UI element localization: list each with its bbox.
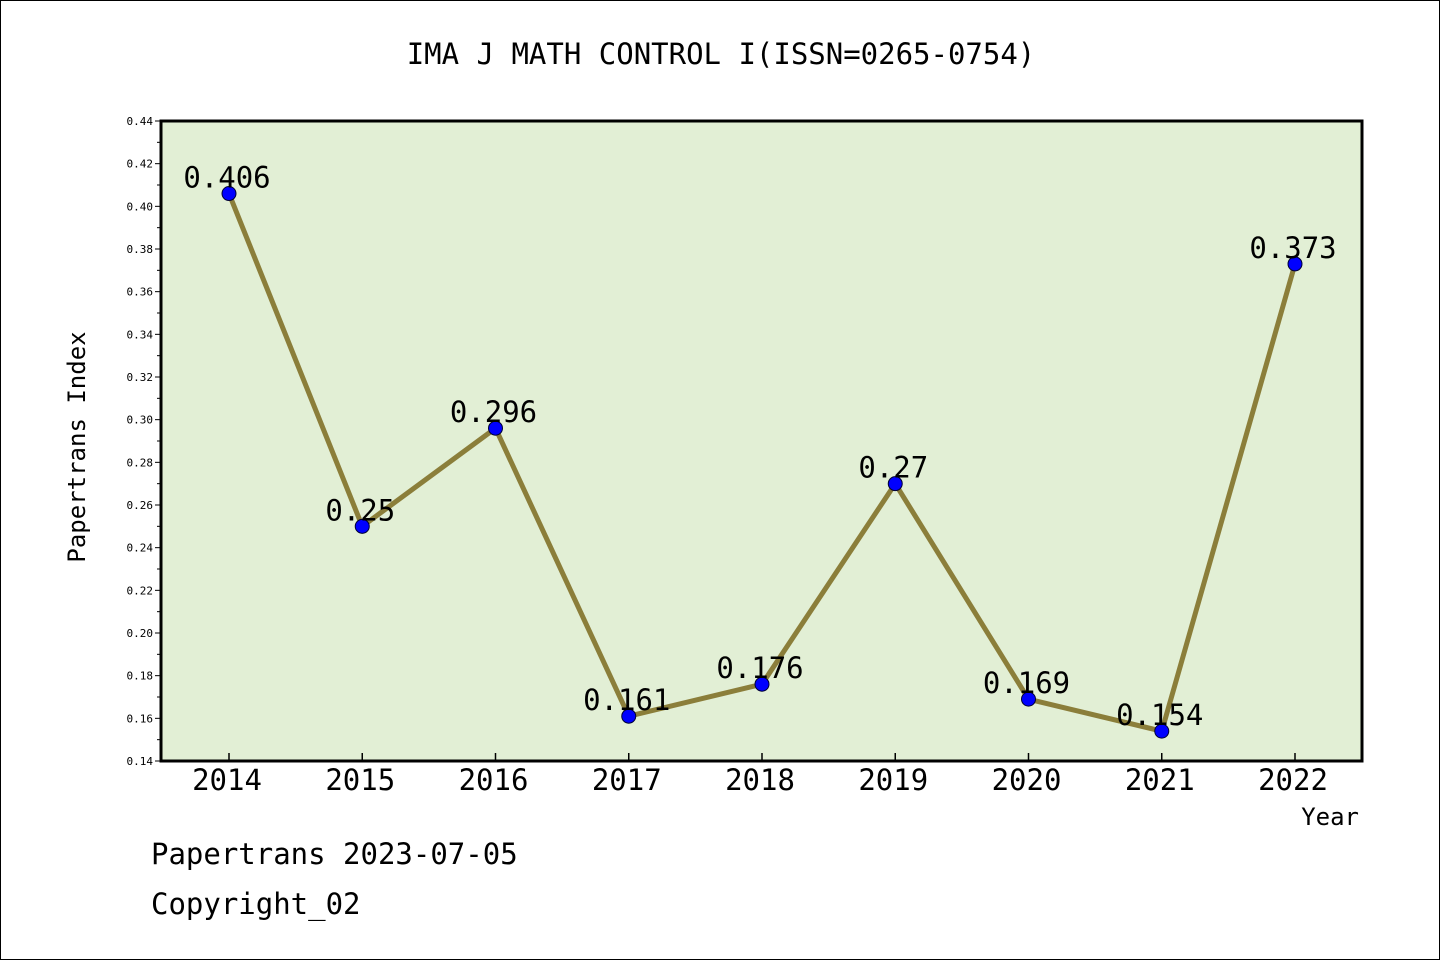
y-tick-label: 0.40: [127, 200, 154, 213]
data-label: 0.296: [450, 395, 537, 429]
data-point: [488, 420, 503, 436]
x-tick-label: 2018: [725, 763, 795, 797]
y-tick-label: 0.42: [127, 158, 154, 171]
data-point: [887, 476, 903, 492]
y-tick-label: 0.38: [127, 243, 154, 256]
x-tick-label: 2016: [459, 763, 529, 797]
data-point: [754, 676, 770, 692]
x-tick-label: 2019: [858, 763, 928, 797]
y-tick-label: 0.34: [127, 328, 154, 341]
data-point: [354, 518, 370, 534]
y-tick-label: 0.44: [127, 115, 154, 128]
data-label: 0.27: [858, 451, 928, 485]
data-label: 0.373: [1249, 231, 1336, 265]
y-tick-label: 0.20: [127, 627, 154, 640]
x-tick-label: 2020: [992, 763, 1062, 797]
y-tick-label: 0.30: [127, 414, 154, 427]
y-tick-label: 0.22: [127, 584, 154, 597]
data-label: 0.154: [1116, 698, 1203, 732]
y-tick-label: 0.16: [127, 712, 154, 725]
x-tick-label: 2015: [325, 763, 395, 797]
data-label: 0.169: [983, 666, 1070, 700]
plot-area: [161, 121, 1362, 761]
data-point: [1021, 691, 1036, 707]
y-tick-label: 0.32: [127, 371, 154, 384]
x-tick-label: 2021: [1125, 763, 1195, 797]
x-axis-label: Year: [1301, 803, 1359, 831]
data-point: [1287, 256, 1303, 272]
data-label: 0.406: [183, 161, 270, 195]
data-label: 0.176: [716, 651, 803, 685]
y-tick-label: 0.14: [127, 755, 154, 768]
x-tick-label: 2014: [192, 763, 262, 797]
y-tick-label: 0.26: [127, 499, 154, 512]
y-tick-label: 0.36: [127, 286, 154, 299]
x-tick-label: 2022: [1258, 763, 1328, 797]
data-label: 0.25: [325, 493, 395, 527]
chart-title: IMA J MATH CONTROL I(ISSN=0265-0754): [406, 37, 1036, 71]
data-label: 0.161: [583, 683, 670, 717]
data-point: [1154, 723, 1170, 739]
y-tick-label: 0.18: [127, 670, 154, 683]
data-point: [621, 708, 637, 724]
y-tick-label: 0.28: [127, 456, 154, 469]
footer-copyright: Copyright_02: [151, 887, 361, 921]
plot-frame: [159, 119, 1364, 763]
y-tick-label: 0.24: [127, 542, 154, 555]
data-point: [221, 186, 237, 202]
x-tick-label: 2017: [592, 763, 662, 797]
footer-date: Papertrans 2023-07-05: [151, 837, 518, 871]
